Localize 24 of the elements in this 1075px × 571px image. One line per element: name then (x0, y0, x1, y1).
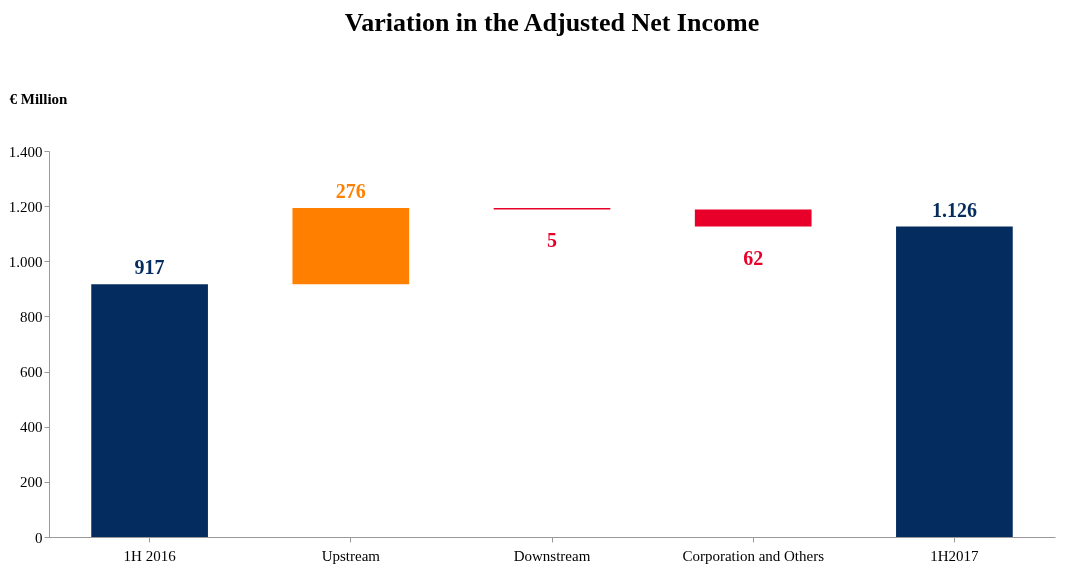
chart-title: Variation in the Adjusted Net Income (344, 8, 760, 37)
x-tick-label: Downstream (513, 547, 591, 564)
y-tick-label: 0 (35, 529, 43, 546)
bar (896, 226, 1013, 537)
x-tick-label: 1H2017 (930, 547, 980, 564)
y-tick-label: 600 (20, 364, 43, 381)
bar (694, 209, 812, 227)
y-tick-label: 1.200 (8, 198, 43, 215)
bar (91, 284, 208, 537)
data-label: 917 (134, 256, 165, 279)
x-tick-label: 1H 2016 (123, 547, 177, 564)
x-tick-label: Corporation and Others (682, 547, 825, 564)
data-label: 5 (547, 229, 557, 252)
y-tick-label: 200 (20, 474, 43, 491)
y-tick-label: 800 (20, 308, 43, 325)
bar (292, 208, 410, 285)
x-tick-label: Upstream (321, 547, 381, 564)
y-axis-title: € Million (9, 90, 69, 107)
data-label: 62 (743, 246, 764, 269)
data-label: 276 (335, 180, 366, 203)
data-label: 1.126 (931, 198, 977, 221)
y-tick-label: 1.400 (8, 143, 43, 160)
y-tick-label: 1.000 (8, 253, 43, 270)
y-tick-label: 400 (20, 419, 43, 436)
